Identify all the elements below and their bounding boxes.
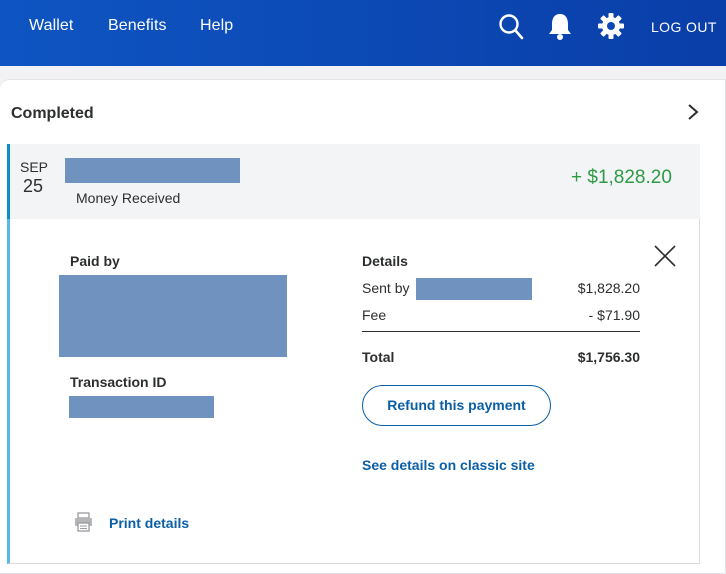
nav-wallet[interactable]: Wallet <box>29 17 74 34</box>
total-label: Total <box>362 349 395 365</box>
redacted-sent-by <box>416 278 532 300</box>
sent-by-amount: $1,828.20 <box>577 280 640 296</box>
nav-help[interactable]: Help <box>200 17 234 34</box>
fee-label: Fee <box>362 307 387 323</box>
total-amount: $1,756.30 <box>577 349 640 365</box>
section-title: Completed <box>11 105 94 122</box>
top-nav-bar: Wallet Benefits Help LOG OUT <box>0 0 726 66</box>
transaction-id-label: Transaction ID <box>70 374 167 390</box>
printer-icon[interactable] <box>74 512 93 537</box>
totals-divider <box>362 331 640 332</box>
refund-payment-button[interactable]: Refund this payment <box>362 385 551 426</box>
transaction-type: Money Received <box>76 190 181 206</box>
transaction-day: 25 <box>23 176 44 196</box>
redacted-payer-info <box>59 275 287 357</box>
logout-button[interactable]: LOG OUT <box>651 19 717 35</box>
bell-icon[interactable] <box>547 12 573 45</box>
chevron-right-icon[interactable] <box>686 102 700 127</box>
search-icon[interactable] <box>498 13 524 46</box>
transaction-month: SEP <box>20 159 49 175</box>
redacted-transaction-id <box>69 396 214 418</box>
print-details-link[interactable]: Print details <box>109 515 190 531</box>
redacted-sender-name <box>65 158 240 183</box>
sent-by-label: Sent by <box>362 280 410 296</box>
transaction-details-panel <box>7 219 700 564</box>
close-icon[interactable] <box>653 244 677 273</box>
transaction-amount: + $1,828.20 <box>571 167 672 188</box>
nav-benefits[interactable]: Benefits <box>108 17 167 34</box>
classic-site-link[interactable]: See details on classic site <box>362 457 535 473</box>
details-label: Details <box>362 253 408 269</box>
fee-amount: - $71.90 <box>588 307 640 323</box>
gear-icon[interactable] <box>597 12 625 45</box>
paid-by-label: Paid by <box>70 253 120 269</box>
